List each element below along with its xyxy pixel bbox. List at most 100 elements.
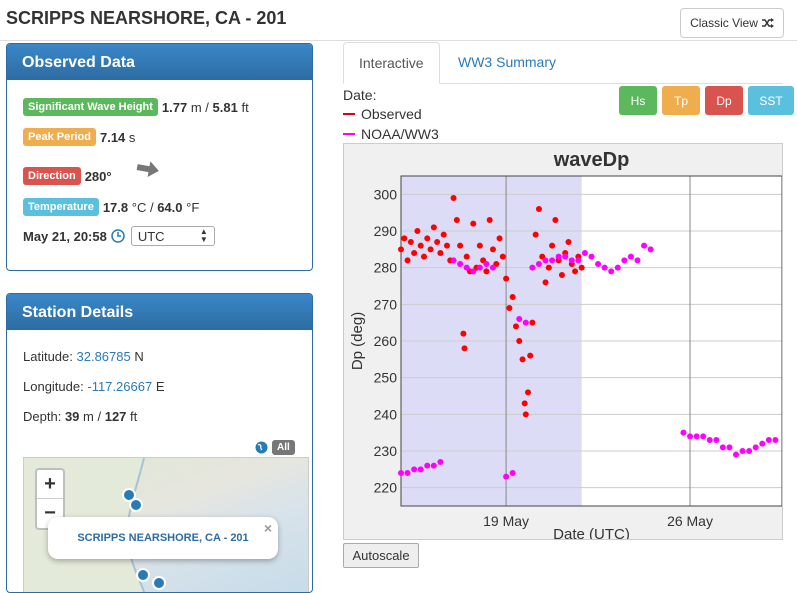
y-axis-label: Dp (deg) <box>349 312 366 370</box>
wave-dp-chart[interactable]: 220 230 240 250 260 270 280 290 300 19 May 26 May w… <box>344 144 783 543</box>
observed-point <box>522 411 529 418</box>
observed-point <box>460 330 467 337</box>
observed-point <box>565 239 572 245</box>
observed-point <box>486 217 493 223</box>
classic-view-label: Classic View <box>690 16 758 30</box>
noaa-point <box>581 250 588 256</box>
station-marker-icon[interactable] <box>136 568 150 582</box>
noaa-point <box>726 444 733 451</box>
noaa-point <box>765 437 772 443</box>
station-details-heading: Station Details <box>7 294 312 330</box>
hs-button[interactable]: Hs <box>619 86 657 115</box>
title-divider <box>0 40 797 41</box>
tab-interactive[interactable]: Interactive <box>343 42 440 84</box>
noaa-point <box>608 268 615 275</box>
observed-point <box>578 264 585 271</box>
noaa-point <box>404 470 411 476</box>
clock-icon <box>111 229 125 243</box>
y-tick-label: 240 <box>374 406 398 422</box>
noaa-point <box>470 268 477 275</box>
noaa-point <box>437 459 444 465</box>
noaa-point <box>733 451 740 458</box>
observed-point <box>414 228 421 234</box>
direction-arrow-icon <box>136 161 159 178</box>
observed-point <box>516 338 523 344</box>
noaa-point <box>509 470 516 476</box>
all-stations-badge[interactable]: All <box>272 440 295 455</box>
depth-row: Depth: 39 m / 127 ft <box>23 409 137 424</box>
timezone-select[interactable]: UTC ▲ ▼ <box>130 226 215 246</box>
noaa-point <box>693 433 700 440</box>
observed-point <box>434 239 441 245</box>
noaa-point <box>759 440 766 447</box>
zoom-out-button[interactable]: − <box>44 502 56 524</box>
wave-height-ft-unit: ft <box>241 99 249 115</box>
noaa-point <box>555 253 562 260</box>
tp-button[interactable]: Tp <box>662 86 700 115</box>
observed-point <box>461 345 468 352</box>
noaa-point <box>772 437 779 443</box>
station-marker-icon[interactable] <box>152 576 166 590</box>
direction-row: Direction 280° <box>23 167 112 185</box>
observed-data-panel: Observed Data Significant Wave Height 1.… <box>6 43 313 271</box>
observed-point <box>427 246 434 253</box>
noaa-point <box>713 437 720 443</box>
classic-view-button[interactable]: Classic View <box>680 8 784 38</box>
wave-height-ft: 5.81 <box>212 99 238 115</box>
noaa-point <box>621 257 628 264</box>
noaa-point <box>516 316 523 322</box>
page-title: SCRIPPS NEARSHORE, CA - 201 <box>6 8 287 28</box>
noaa-point <box>568 257 575 264</box>
station-marker-icon[interactable] <box>129 498 143 512</box>
sst-button[interactable]: SST <box>748 86 794 115</box>
station-map[interactable]: + − SCRIPPS NEARSHORE, CA - 201 × <box>23 457 309 592</box>
zoom-in-button[interactable]: + <box>37 470 63 499</box>
noaa-point <box>752 444 759 451</box>
observed-point <box>503 275 510 282</box>
noaa-point <box>588 253 595 260</box>
longitude-label: Longitude: <box>23 379 84 394</box>
noaa-point <box>535 261 542 267</box>
x-tick-label: 26 May <box>667 513 713 529</box>
chart-container: 220 230 240 250 260 270 280 290 300 19 May 26 May w… <box>343 143 783 543</box>
latitude-value: 32.86785 <box>76 349 131 364</box>
temperature-sep: °C / <box>131 199 154 215</box>
y-tick-label: 250 <box>374 370 398 386</box>
observed-point <box>424 235 431 242</box>
observed-point <box>398 246 404 253</box>
legend-observed-label: Observed <box>361 106 422 122</box>
temperature-f-unit: °F <box>186 199 200 215</box>
popup-close-icon[interactable]: × <box>263 520 272 536</box>
noaa-point <box>706 437 713 443</box>
globe-icon[interactable] <box>255 441 268 454</box>
observed-point <box>545 264 552 271</box>
observation-datetime: May 21, 20:58 <box>23 228 107 244</box>
noaa-point <box>575 257 582 264</box>
longitude-dir: E <box>155 379 165 394</box>
tab-ww3-summary[interactable]: WW3 Summary <box>458 54 556 70</box>
temperature-row: Temperature 17.8 °C / 64.0 °F <box>23 198 199 216</box>
y-tick-label: 220 <box>374 480 398 496</box>
observed-point <box>463 253 470 260</box>
observed-point <box>552 217 559 223</box>
x-axis-label: Date (UTC) <box>553 526 630 539</box>
noaa-point <box>522 319 529 326</box>
wave-height-label: Significant Wave Height <box>23 98 158 116</box>
date-label: Date: <box>343 87 377 103</box>
temperature-f: 64.0 <box>157 199 183 215</box>
autoscale-button[interactable]: Autoscale <box>343 543 419 568</box>
peak-period-value: 7.14 <box>99 129 126 145</box>
longitude-row: Longitude: -117.26667 E <box>23 379 164 394</box>
longitude-value: -117.26667 <box>87 379 153 394</box>
dp-button[interactable]: Dp <box>705 86 743 115</box>
noaa-point <box>700 433 707 440</box>
noaa-point <box>430 462 437 469</box>
wave-height-row: Significant Wave Height 1.77 m / 5.81 ft <box>23 98 249 116</box>
latitude-label: Latitude: <box>23 349 73 364</box>
shuffle-icon <box>761 18 774 28</box>
observed-point <box>457 242 464 249</box>
observed-point <box>521 400 528 407</box>
observed-point <box>527 352 534 359</box>
noaa-point <box>489 264 496 271</box>
depth-label: Depth: <box>23 409 62 424</box>
